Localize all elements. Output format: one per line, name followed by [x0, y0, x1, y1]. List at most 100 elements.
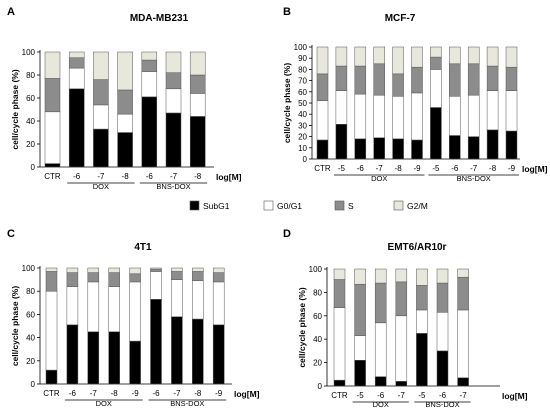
- bar-segment-g0g1: [150, 271, 162, 300]
- legend-swatch: [189, 200, 200, 211]
- bar-segment-subg1: [411, 139, 423, 160]
- x-tick-label: -8: [194, 389, 202, 398]
- bar-segment-g0g1: [333, 307, 346, 381]
- y-axis-label: cell/cycle phase (%): [282, 63, 292, 143]
- bar-segment-g2m: [354, 268, 366, 285]
- x-tick-label: -6: [377, 391, 385, 400]
- legend: SubG1 G0/G1 S G2/M: [189, 200, 428, 211]
- y-tick-label: 70: [298, 77, 307, 86]
- bar-segment-subg1: [505, 130, 518, 160]
- bar-segment-g0g1: [68, 67, 85, 90]
- bar-segment-subg1: [354, 360, 366, 387]
- bar-segment-s: [457, 276, 469, 311]
- bar-segment-subg1: [373, 137, 385, 160]
- x-tick-label: -6: [357, 164, 365, 173]
- x-tick-label: -6: [73, 172, 81, 181]
- y-tick-label: 90: [298, 54, 307, 63]
- legend-label: G2/M: [407, 201, 428, 211]
- unit-label: log[M]: [216, 172, 242, 182]
- bar-segment-s: [505, 66, 518, 91]
- bar-segment-subg1: [392, 138, 404, 160]
- y-tick-label: 20: [26, 357, 35, 366]
- bar-segment-s: [44, 78, 61, 113]
- bar-segment-g0g1: [449, 96, 461, 136]
- bar-segment-s: [395, 281, 408, 317]
- y-tick-label: 20: [313, 359, 322, 368]
- x-tick-label: -7: [398, 391, 406, 400]
- bar-segment-g2m: [354, 46, 367, 67]
- y-tick-label: 60: [26, 310, 35, 319]
- legend-label: G0/G1: [277, 201, 302, 211]
- bar-segment-subg1: [192, 318, 204, 385]
- x-tick-label: -6: [146, 172, 154, 181]
- y-tick-label: 40: [26, 117, 35, 126]
- bar-segment-s: [430, 56, 442, 70]
- bar-segment-s: [392, 73, 404, 97]
- bar-segment-g0g1: [93, 104, 109, 130]
- bar-segment-g2m: [45, 267, 58, 272]
- bar-segment-subg1: [395, 381, 408, 387]
- bar-segment-g0g1: [171, 279, 183, 317]
- y-tick-label: 40: [313, 335, 322, 344]
- x-tick-label: -8: [395, 164, 403, 173]
- x-tick-label: CTR: [44, 172, 61, 181]
- bar-segment-s: [212, 272, 225, 283]
- y-tick-label: 0: [318, 382, 323, 391]
- bar-segment-s: [117, 89, 133, 115]
- group-label: DOX: [373, 400, 389, 409]
- legend-swatch: [334, 200, 345, 211]
- y-tick-label: 60: [313, 312, 322, 321]
- group-label: DOX: [371, 174, 387, 183]
- bar-segment-g2m: [171, 267, 183, 272]
- y-tick-label: 80: [26, 71, 35, 80]
- panel-letter: A: [7, 6, 15, 18]
- bar-segment-g0g1: [374, 322, 387, 377]
- bar-segment-g2m: [165, 51, 182, 73]
- bar-segment-g0g1: [45, 290, 58, 371]
- y-tick-label: 40: [298, 110, 307, 119]
- panel-D: D EMT6/AR10r cell/cycle phase (%) 0 20 40 60 80…: [283, 228, 528, 409]
- x-tick-label: -5: [432, 164, 440, 173]
- bar-segment-g0g1: [392, 96, 404, 140]
- bar-segment-g2m: [212, 267, 225, 273]
- bar-segment-g0g1: [436, 312, 449, 352]
- bar-segment-s: [129, 273, 141, 283]
- x-tick-label: CTR: [43, 389, 60, 398]
- bar-segment-g2m: [335, 46, 348, 67]
- bar-segment-g0g1: [505, 90, 518, 132]
- bar-segment-s: [411, 66, 423, 94]
- y-axis-label: cell/cycle phase (%): [10, 286, 20, 366]
- x-tick-label: CTR: [314, 164, 331, 173]
- x-tick-label: -7: [460, 391, 468, 400]
- y-tick-label: 80: [313, 288, 322, 297]
- bar-segment-subg1: [316, 139, 329, 160]
- bar-segment-subg1: [189, 116, 206, 168]
- x-tick-label: -5: [357, 391, 365, 400]
- bar-segment-g2m: [108, 267, 120, 273]
- bar-segment-g2m: [392, 46, 404, 75]
- unit-label: log[M]: [234, 389, 260, 399]
- bar-segment-s: [373, 63, 385, 96]
- bar-segment-g2m: [189, 51, 206, 76]
- bar-segment-s: [93, 79, 109, 106]
- panel-A: A MDA-MB231 cell/cycle phase (%) 0 20 40 60 80 1…: [7, 6, 242, 191]
- group-label: BNS-DOX: [457, 174, 491, 183]
- bar-segment-subg1: [374, 376, 387, 387]
- x-tick-label: -6: [439, 391, 447, 400]
- bar-segment-g2m: [333, 268, 346, 280]
- bar-segment-g0g1: [192, 280, 204, 320]
- x-tick-label: -7: [170, 172, 178, 181]
- legend-swatch: [263, 200, 274, 211]
- legend-label: SubG1: [203, 201, 230, 211]
- bar-segment-s: [436, 282, 449, 313]
- y-tick-label: 60: [298, 88, 307, 97]
- chart-title: 4T1: [134, 242, 152, 253]
- bar-segment-s: [486, 65, 499, 91]
- bar-segment-s: [449, 63, 461, 97]
- bar-segment-g0g1: [486, 90, 499, 131]
- bar-segment-g2m: [141, 51, 158, 61]
- x-tick-label: -5: [338, 164, 346, 173]
- x-tick-label: -7: [90, 389, 98, 398]
- bar-segment-s: [171, 271, 183, 280]
